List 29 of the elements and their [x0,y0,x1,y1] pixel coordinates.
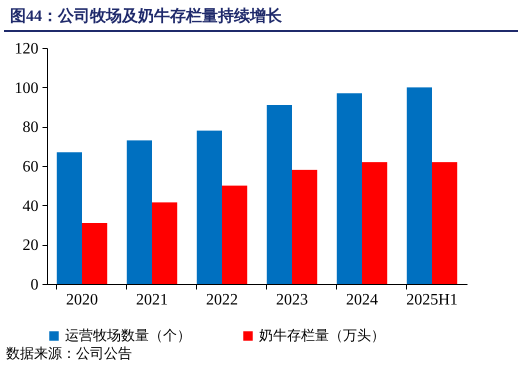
bar [196,130,222,284]
bar [406,87,432,284]
source-note: 数据来源：公司公告 [5,345,133,364]
y-tick-label: 100 [14,80,38,97]
x-tick-label: 2021 [136,292,168,308]
x-tick-label: 2024 [346,292,378,308]
y-tick-label: 80 [22,119,38,136]
bar [56,152,82,284]
bar [222,186,248,284]
bar [292,170,318,284]
x-tick-label: 2022 [206,292,238,308]
x-tick-label: 2023 [276,292,308,308]
y-tick-label: 0 [30,276,38,294]
bar [432,162,458,284]
x-tick-label: 2020 [66,292,98,308]
bar [266,105,292,284]
chart-title: 图44：公司牧场及奶牛存栏量持续增长 [4,0,518,32]
y-tick-label: 20 [22,237,38,254]
bar [362,162,388,284]
bar [82,223,108,284]
y-tick-label: 60 [22,158,38,176]
bar [152,202,178,284]
legend-label: 奶牛存栏量（万头） [259,328,385,344]
legend-label: 运营牧场数量（个） [65,328,191,344]
y-tick-label: 40 [22,198,38,215]
x-tick-label: 2025H1 [406,292,458,308]
bar [336,93,362,284]
bar [126,140,152,284]
y-tick-label: 120 [14,40,38,58]
